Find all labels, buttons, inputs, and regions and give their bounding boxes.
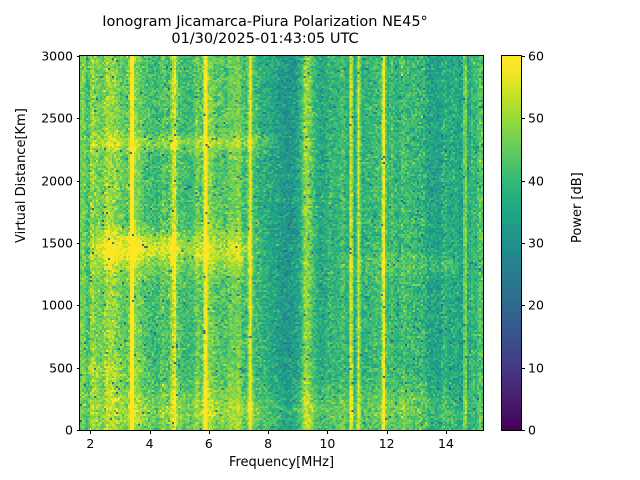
title-line-1: Ionogram Jicamarca-Piura Polarization NE… bbox=[102, 14, 428, 30]
colorbar-tick-label: 50 bbox=[528, 110, 544, 126]
colorbar-tick-mark bbox=[521, 243, 525, 244]
colorbar-tick-mark bbox=[521, 305, 525, 307]
y-tick-label: 3000 bbox=[41, 48, 73, 64]
ionogram-heatmap-canvas bbox=[80, 56, 483, 430]
colorbar-tick-label: 20 bbox=[528, 297, 544, 313]
x-tick-mark bbox=[327, 430, 329, 434]
colorbar: 0 10 20 30 40 50 60 bbox=[501, 49, 544, 438]
colorbar-tick-mark bbox=[521, 118, 525, 120]
y-tick-label: 0 bbox=[65, 422, 73, 438]
y-tick-mark bbox=[76, 118, 80, 120]
page-title: Ionogram Jicamarca-Piura Polarization NE… bbox=[0, 14, 530, 48]
x-tick-label: 2 bbox=[86, 436, 95, 451]
colorbar-tick-mark bbox=[521, 367, 525, 369]
x-tick-mark bbox=[445, 430, 447, 434]
y-tick-label: 2500 bbox=[41, 110, 73, 126]
ionogram-plot-area: 0 500 1000 1500 2000 2500 3000 2 4 6 8 10 12 14 bbox=[41, 49, 484, 451]
x-tick-label: 8 bbox=[264, 436, 273, 451]
title-line-2: 01/30/2025-01:43:05 UTC bbox=[171, 31, 359, 47]
colorbar-tick-label: 0 bbox=[528, 422, 536, 438]
y-tick-mark bbox=[76, 305, 80, 307]
x-tick-label: 14 bbox=[438, 436, 454, 451]
y-axis-label: Virtual Distance[Km] bbox=[14, 108, 29, 243]
colorbar-tick-label: 60 bbox=[528, 48, 544, 64]
x-tick-mark bbox=[90, 430, 92, 434]
x-tick-label: 10 bbox=[319, 436, 336, 451]
colorbar-label: Power [dB] bbox=[570, 172, 585, 243]
y-tick-label: 1000 bbox=[41, 297, 73, 313]
y-tick-label: 2000 bbox=[41, 173, 73, 189]
y-tick-mark bbox=[76, 56, 80, 57]
colorbar-tick-label: 40 bbox=[528, 173, 544, 189]
x-tick-label: 12 bbox=[378, 436, 395, 451]
y-tick-mark bbox=[76, 367, 80, 369]
y-tick-label: 1500 bbox=[41, 235, 73, 251]
colorbar-tick-mark bbox=[521, 56, 525, 57]
colorbar-tick-label: 10 bbox=[528, 360, 544, 376]
x-axis-label: Frequency[MHz] bbox=[228, 455, 335, 470]
colorbar-tick-label: 30 bbox=[528, 235, 544, 251]
y-tick-mark bbox=[76, 430, 80, 431]
y-tick-label: 500 bbox=[49, 360, 73, 376]
x-tick-mark bbox=[386, 430, 388, 434]
colorbar-tick-mark bbox=[521, 180, 525, 182]
y-tick-mark bbox=[76, 243, 80, 244]
x-tick-label: 4 bbox=[145, 436, 154, 451]
x-tick-mark bbox=[268, 430, 270, 434]
x-tick-mark bbox=[208, 430, 210, 434]
colorbar-tick-mark bbox=[521, 430, 525, 431]
colorbar-gradient-canvas bbox=[502, 56, 521, 430]
y-tick-mark bbox=[76, 180, 80, 182]
x-tick-mark bbox=[149, 430, 151, 434]
x-tick-label: 6 bbox=[204, 436, 213, 451]
